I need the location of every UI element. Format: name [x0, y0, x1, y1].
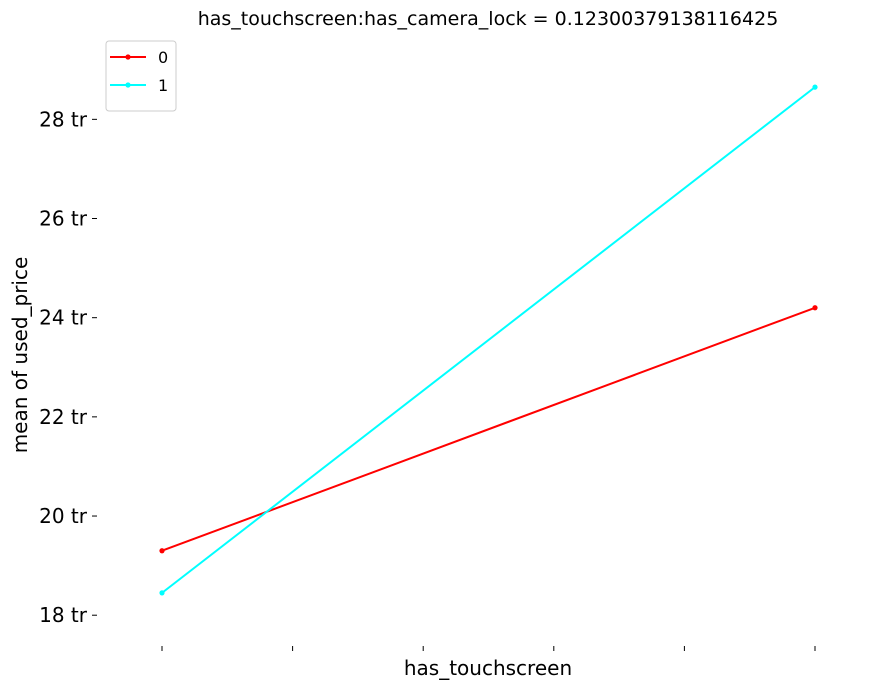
y-axis: 18 tr 20 tr 22 tr 24 tr 26 tr 28 tr: [39, 107, 97, 627]
y-tick-label: 20 tr: [39, 504, 88, 528]
series-0-point: [812, 305, 818, 311]
series-0-line: [161, 306, 816, 552]
y-tick-label: 24 tr: [39, 306, 88, 330]
y-tick-label: 26 tr: [39, 207, 88, 231]
legend-marker-1: [125, 82, 131, 88]
x-axis: [161, 646, 816, 651]
y-tick-label: 18 tr: [39, 603, 88, 627]
x-axis-label: has_touchscreen: [404, 656, 572, 680]
legend-label-1: 1: [158, 76, 168, 95]
series-layer: [159, 84, 818, 596]
legend-box: [105, 40, 177, 112]
series-1-point: [159, 590, 165, 596]
chart-title: has_touchscreen:has_camera_lock = 0.1230…: [198, 8, 779, 30]
series-0-point: [159, 548, 165, 554]
series-1-point: [812, 84, 818, 90]
legend-marker-0: [125, 54, 131, 60]
y-tick-label: 28 tr: [39, 107, 88, 131]
y-tick-label: 22 tr: [39, 405, 88, 429]
legend: 01: [105, 40, 177, 112]
y-axis-label: mean of used_price: [8, 257, 32, 454]
legend-label-0: 0: [158, 48, 168, 67]
series-1-line: [161, 86, 816, 594]
